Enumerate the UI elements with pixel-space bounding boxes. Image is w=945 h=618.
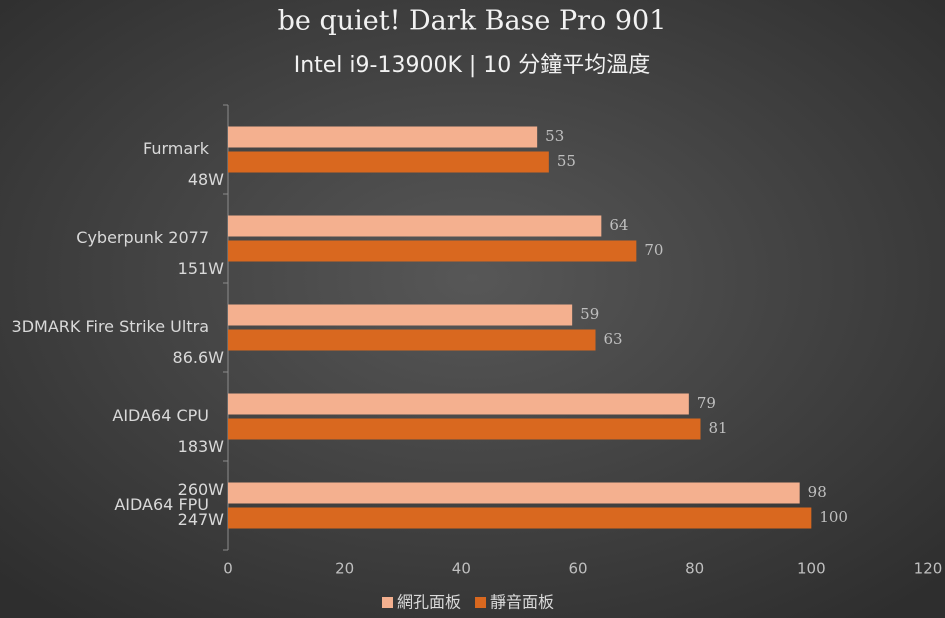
value-label: 100 — [819, 508, 848, 526]
bar — [228, 393, 689, 415]
bar — [228, 418, 701, 440]
x-tick-label: 0 — [223, 560, 233, 578]
value-label: 59 — [580, 305, 599, 323]
bar — [228, 507, 812, 529]
x-tick-label: 20 — [335, 560, 354, 578]
bar — [228, 304, 573, 326]
bar — [228, 240, 637, 262]
value-label: 81 — [709, 419, 728, 437]
power-label: 260W — [178, 480, 225, 499]
legend-label: 網孔面板 — [397, 593, 461, 612]
category-label: AIDA64 FPU — [114, 495, 209, 514]
bar — [228, 151, 549, 173]
value-label: 55 — [557, 152, 576, 170]
legend-swatch — [382, 597, 393, 608]
category-label: Cyberpunk 2077 — [76, 228, 209, 247]
value-label: 98 — [808, 483, 827, 501]
bar — [228, 329, 596, 351]
power-label: 48W — [188, 170, 224, 189]
value-label: 79 — [697, 394, 716, 412]
x-tick-label: 120 — [914, 560, 943, 578]
power-label: 86.6W — [173, 348, 225, 367]
power-label: 183W — [178, 437, 225, 456]
x-tick-label: 60 — [568, 560, 587, 578]
power-label: 247W — [178, 510, 225, 529]
bar — [228, 215, 602, 237]
x-tick-label: 40 — [452, 560, 471, 578]
chart-title: be quiet! Dark Base Pro 901 — [278, 6, 667, 37]
value-label: 63 — [604, 330, 623, 348]
category-label: AIDA64 CPU — [112, 406, 209, 425]
legend-swatch — [475, 597, 487, 608]
chart-subtitle: Intel i9-13900K | 10 分鐘平均溫度 — [294, 53, 651, 78]
bar — [228, 482, 800, 504]
value-label: 70 — [644, 241, 663, 259]
bar — [228, 126, 538, 148]
legend-label: 靜音面板 — [490, 593, 554, 612]
x-tick-label: 100 — [797, 560, 826, 578]
value-label: 53 — [545, 127, 564, 145]
x-tick-label: 80 — [685, 560, 704, 578]
category-label: Furmark — [143, 139, 210, 158]
category-label: 3DMARK Fire Strike Ultra — [12, 317, 209, 336]
value-label: 64 — [609, 216, 628, 234]
power-label: 151W — [178, 259, 225, 278]
